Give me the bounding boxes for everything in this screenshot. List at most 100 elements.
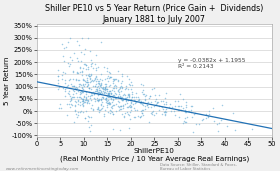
Point bbox=[85, 84, 90, 87]
Point bbox=[139, 115, 143, 117]
Point bbox=[95, 93, 100, 96]
Point bbox=[120, 99, 124, 102]
Point bbox=[179, 105, 183, 107]
Point bbox=[107, 76, 111, 79]
Point bbox=[62, 89, 67, 92]
Point bbox=[113, 84, 117, 87]
Point bbox=[138, 109, 143, 112]
Point bbox=[94, 88, 99, 91]
Point bbox=[64, 102, 69, 105]
Point bbox=[106, 92, 111, 94]
Point bbox=[84, 96, 88, 99]
Point bbox=[186, 110, 191, 113]
Point bbox=[108, 108, 113, 111]
Point bbox=[119, 82, 123, 85]
Point bbox=[96, 93, 101, 96]
Point bbox=[62, 81, 67, 84]
Point bbox=[123, 87, 127, 90]
Point bbox=[71, 85, 75, 88]
Point bbox=[97, 87, 102, 90]
Point bbox=[117, 88, 122, 90]
Point bbox=[112, 78, 116, 81]
Point bbox=[67, 100, 72, 102]
Point bbox=[97, 110, 101, 113]
Point bbox=[87, 87, 91, 90]
Point bbox=[111, 78, 116, 81]
Point bbox=[56, 75, 60, 77]
Point bbox=[94, 83, 99, 85]
Point bbox=[103, 86, 108, 88]
Point bbox=[84, 91, 89, 93]
Point bbox=[98, 92, 102, 95]
Point bbox=[76, 60, 80, 63]
Point bbox=[127, 82, 131, 85]
Point bbox=[72, 105, 77, 108]
Point bbox=[250, 127, 255, 130]
Point bbox=[61, 59, 66, 62]
Point bbox=[76, 44, 81, 46]
Point bbox=[80, 87, 85, 90]
Point bbox=[87, 73, 91, 75]
Point bbox=[104, 104, 109, 106]
Point bbox=[120, 94, 125, 97]
Text: Data Source: Shiller, Standard & Poors,
Bureau of Labor Statistics: Data Source: Shiller, Standard & Poors, … bbox=[160, 163, 236, 171]
Point bbox=[110, 95, 115, 98]
Point bbox=[92, 79, 96, 82]
Point bbox=[87, 102, 91, 104]
Point bbox=[163, 97, 167, 100]
Point bbox=[88, 92, 93, 95]
Point bbox=[109, 93, 114, 95]
Point bbox=[136, 115, 140, 118]
Point bbox=[105, 102, 110, 104]
Point bbox=[155, 102, 159, 105]
Point bbox=[69, 97, 73, 100]
Point bbox=[104, 88, 109, 90]
Point bbox=[204, 117, 208, 119]
Point bbox=[67, 79, 72, 82]
Point bbox=[79, 83, 84, 86]
Point bbox=[92, 92, 97, 95]
Point bbox=[99, 81, 104, 84]
Point bbox=[87, 86, 91, 89]
Point bbox=[163, 110, 167, 112]
Point bbox=[87, 96, 92, 99]
Point bbox=[87, 74, 91, 77]
Point bbox=[116, 92, 121, 95]
Point bbox=[102, 115, 107, 117]
Point bbox=[111, 113, 115, 115]
Point bbox=[102, 88, 106, 90]
Point bbox=[111, 103, 115, 106]
Point bbox=[133, 96, 138, 99]
Point bbox=[121, 98, 125, 101]
Point bbox=[60, 71, 65, 73]
Point bbox=[191, 130, 195, 133]
Point bbox=[152, 114, 157, 116]
Point bbox=[79, 60, 83, 63]
Point bbox=[81, 98, 85, 101]
Point bbox=[149, 105, 153, 108]
Point bbox=[110, 80, 115, 82]
Point bbox=[106, 85, 111, 88]
Point bbox=[142, 93, 147, 96]
Point bbox=[81, 101, 85, 104]
Point bbox=[84, 68, 88, 71]
Point bbox=[183, 121, 188, 124]
Point bbox=[90, 92, 94, 95]
Point bbox=[71, 92, 76, 95]
Point bbox=[101, 113, 106, 116]
Point bbox=[108, 90, 112, 92]
Point bbox=[81, 111, 86, 114]
Point bbox=[142, 95, 147, 98]
Point bbox=[112, 93, 116, 96]
Point bbox=[81, 78, 86, 81]
Point bbox=[104, 98, 108, 100]
Point bbox=[111, 98, 116, 101]
Point bbox=[200, 119, 204, 122]
Point bbox=[56, 69, 60, 72]
Point bbox=[211, 120, 216, 123]
Point bbox=[76, 79, 81, 81]
Point bbox=[126, 112, 130, 115]
Point bbox=[95, 82, 100, 84]
Point bbox=[95, 96, 99, 99]
Point bbox=[111, 85, 116, 88]
